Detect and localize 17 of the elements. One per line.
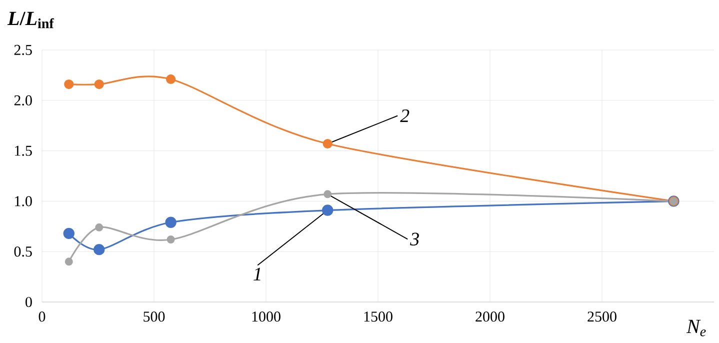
- x-tick-label: 2500: [588, 312, 616, 322]
- x-tick-label: 500: [144, 312, 165, 322]
- y-axis-title: L/L$_{inf}$: [7, 12, 54, 28]
- x-axis-title: N$_{e}$: [686, 320, 706, 336]
- x-tick-label: 2000: [476, 312, 504, 322]
- x-tick-label: 0: [38, 312, 46, 322]
- series-label: 2: [400, 109, 410, 122]
- y-tick-label: 2.5: [14, 44, 32, 56]
- text: 3: [410, 232, 419, 246]
- x-tick-label: 1500: [364, 312, 392, 322]
- y-tick-label: 1.5: [15, 146, 32, 156]
- text: 1: [254, 268, 260, 280]
- y-tick-label: 0.5: [14, 246, 32, 257]
- y-tick-label: 1.0: [15, 196, 32, 206]
- y-tick-label: 2.0: [14, 95, 32, 106]
- y-tick-label: 0: [26, 296, 32, 308]
- x-tick-label: 1000: [252, 312, 280, 322]
